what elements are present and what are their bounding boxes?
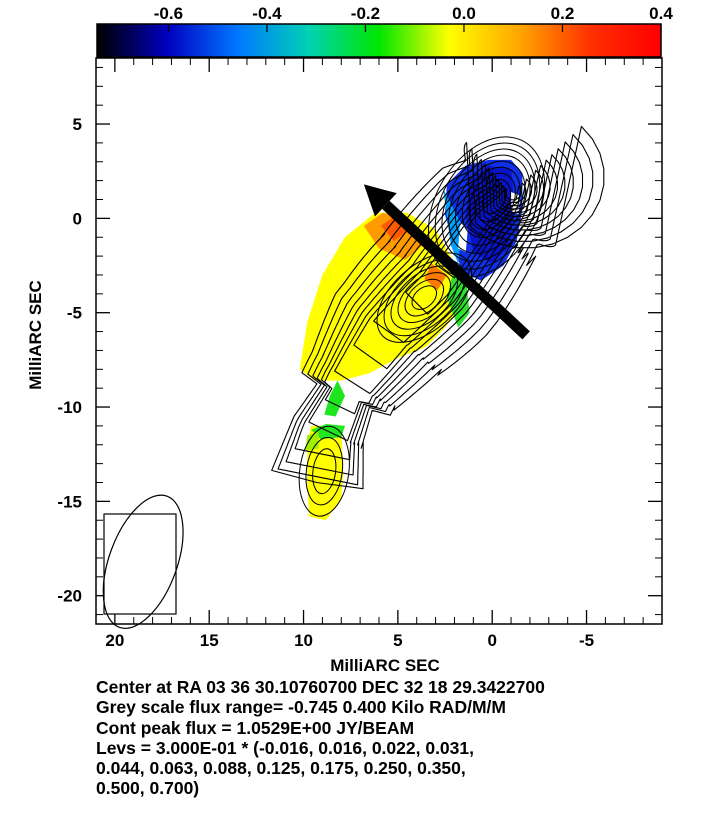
colorbar-gradient — [96, 23, 662, 58]
core-contour-6 — [461, 166, 521, 238]
y-axis-title: MilliARC SEC — [26, 280, 45, 390]
region-core-gap — [458, 222, 468, 253]
caption-cont-peak: Cont peak flux = 1.0529E+00 JY/BEAM — [96, 717, 415, 738]
y-tick-label: -5 — [67, 304, 82, 323]
beam-ellipse — [102, 494, 184, 629]
jet-contour-2 — [383, 258, 466, 337]
tick-labels: 20 15 10 5 0 -5 5 0 -5 -10 -15 -20 — [57, 115, 594, 650]
beam-frame — [103, 513, 177, 615]
core-contour-5 — [454, 160, 526, 246]
core-contour-1 — [427, 136, 546, 278]
contour-level-4 — [294, 148, 574, 461]
jet-contour-5 — [404, 278, 445, 317]
core-contour-3 — [441, 148, 536, 262]
plot-frame — [95, 57, 663, 625]
contour-level-1 — [271, 125, 605, 490]
jet-contour-6 — [411, 285, 438, 310]
jet-contour-1 — [376, 252, 473, 343]
colorbar-tick-label: 0.0 — [452, 4, 476, 23]
region-green-spot — [324, 380, 345, 417]
region-transition-peak — [380, 216, 410, 241]
x-tick-label: 0 — [487, 631, 496, 650]
y-tick-label: -20 — [57, 587, 82, 606]
contour-level-8 — [353, 169, 545, 370]
colorbar-tick-label: -0.4 — [252, 4, 282, 23]
x-tick-label: 10 — [294, 631, 313, 650]
contour-level-12 — [466, 185, 522, 237]
beam-box — [102, 494, 184, 629]
direction-arrow — [363, 184, 530, 340]
y-tick-label: 0 — [73, 209, 82, 228]
colorbar-ticks: -0.6 -0.4 -0.2 0.0 0.2 0.4 — [154, 4, 673, 32]
colorbar: -0.6 -0.4 -0.2 0.0 0.2 0.4 — [96, 4, 673, 58]
caption-levels-2: 0.044, 0.063, 0.088, 0.125, 0.175, 0.250… — [96, 758, 466, 779]
region-outer-jet — [307, 425, 344, 521]
y-tick-label: -10 — [57, 398, 82, 417]
jet-contour-4 — [397, 272, 452, 324]
x-tick-label: 15 — [200, 631, 219, 650]
core-contour-8 — [475, 178, 512, 222]
x-axis-title: MilliARC SEC — [330, 656, 440, 675]
caption-grey-scale: Grey scale flux range= -0.745 0.400 Kilo… — [96, 697, 506, 718]
core-contour-4 — [448, 154, 531, 254]
caption: Center at RA 03 36 30.10760700 DEC 32 18… — [96, 677, 696, 799]
region-inner-jet — [299, 212, 464, 381]
colorbar-tick-label: -0.6 — [154, 4, 183, 23]
colorbar-tick-label: -0.2 — [351, 4, 380, 23]
colorbar-tick-label: 0.2 — [551, 4, 575, 23]
x-tick-label: -5 — [579, 631, 594, 650]
outer-contour-2 — [305, 436, 344, 506]
contour-level-9 — [373, 174, 538, 343]
axis-ticks — [95, 58, 663, 624]
outer-contour-3 — [312, 448, 337, 495]
contour-level-2 — [277, 133, 594, 486]
outer-contour-1 — [298, 425, 350, 517]
region-core-cyan — [443, 188, 462, 264]
arrow-head — [363, 184, 397, 217]
caption-center: Center at RA 03 36 30.10760700 DEC 32 18… — [96, 677, 545, 697]
region-orange-spot — [424, 263, 447, 291]
contour-level-3 — [285, 141, 584, 476]
core-contour-9 — [481, 184, 507, 215]
caption-levels-1: Levs = 3.000E-01 * (-0.016, 0.016, 0.022… — [96, 737, 474, 758]
core-contour-7 — [468, 172, 516, 230]
caption-levels-3: 0.500, 0.700) — [96, 778, 200, 799]
x-tick-label: 5 — [393, 631, 402, 650]
plot-area: 20 15 10 5 0 -5 5 0 -5 -10 -15 -20 — [57, 57, 663, 650]
x-tick-label: 20 — [105, 631, 124, 650]
colorbar-tick-label: 0.4 — [649, 4, 673, 23]
y-tick-label: -15 — [57, 492, 82, 511]
arrow-shaft — [382, 200, 530, 340]
y-tick-label: 5 — [73, 115, 82, 134]
